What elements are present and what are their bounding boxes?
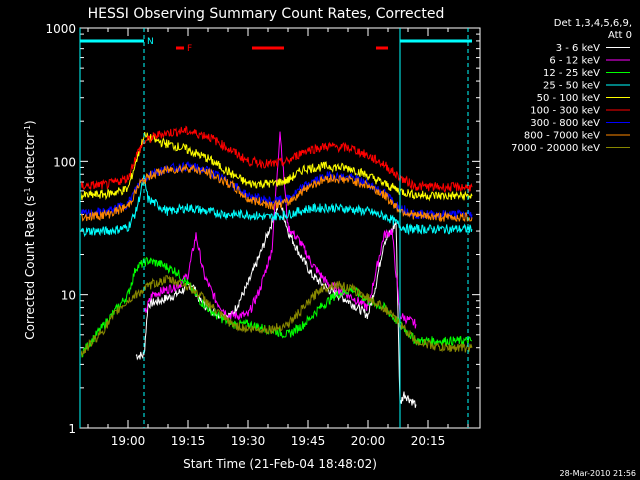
y-tick-label: 10 — [61, 289, 76, 303]
detector-line-1: Det 1,3,4,5,6,9, — [554, 18, 632, 29]
y-axis-label-main: Corrected Count Rate (s — [23, 195, 37, 339]
x-tick-label: 19:15 — [171, 434, 206, 448]
status-bar-segment — [252, 46, 284, 50]
chart-title: HESSI Observing Summary Count Rates, Cor… — [88, 6, 445, 22]
legend-label: 7000 - 20000 keV — [511, 143, 600, 154]
y-axis-label-sup1: -1 — [23, 187, 32, 195]
status-bar-segment — [80, 39, 144, 43]
series-line — [81, 256, 473, 358]
legend-label: 100 - 300 keV — [530, 106, 600, 117]
series-line — [81, 164, 473, 223]
y-tick-label: 1 — [68, 422, 76, 436]
x-tick-label: 19:45 — [291, 434, 326, 448]
legend-label: 3 - 6 keV — [556, 43, 600, 54]
y-tick-label: 100 — [53, 155, 76, 169]
status-bar-label: F — [187, 44, 192, 54]
y-axis-label-mid: detector — [23, 133, 37, 188]
status-bar-segment — [176, 46, 184, 50]
x-axis-label: Start Time (21-Feb-04 18:48:02) — [183, 457, 377, 471]
y-tick-label: 1000 — [45, 22, 76, 36]
legend-label: 300 - 800 keV — [530, 118, 600, 129]
legend-label: 50 - 100 keV — [537, 93, 601, 104]
status-bar-label: N — [147, 37, 154, 47]
legend-label: 25 - 50 keV — [543, 81, 600, 92]
legend-label: 12 - 25 keV — [543, 68, 600, 79]
plot-area: 1 10 100 1000 19:00 19:15 19:30 19:45 20:00 20:15… — [45, 22, 481, 448]
y-axis-label-end: ) — [23, 120, 37, 125]
series-group — [81, 125, 473, 408]
x-tick-label: 19:30 — [231, 434, 266, 448]
x-tick-label: 20:15 — [411, 434, 446, 448]
series-line — [81, 275, 473, 358]
x-tick-label: 19:00 — [111, 434, 146, 448]
detector-line-2: Att 0 — [608, 30, 632, 41]
x-tick-label: 20:00 — [351, 434, 386, 448]
status-bar-segment — [376, 46, 388, 50]
y-axis-label: Corrected Count Rate (s-1 detector-1) — [23, 120, 37, 339]
footer-timestamp: 28-Mar-2010 21:56 — [560, 469, 637, 478]
y-axis-label-sup2: -1 — [23, 125, 32, 133]
status-bar-segment — [400, 39, 472, 43]
legend-label: 6 - 12 keV — [549, 56, 600, 67]
series-line — [135, 198, 417, 408]
series-line — [81, 132, 473, 202]
series-line — [143, 131, 417, 329]
plot-frame — [79, 27, 481, 429]
series-line — [81, 125, 473, 193]
legend-label: 800 - 7000 keV — [524, 131, 600, 142]
